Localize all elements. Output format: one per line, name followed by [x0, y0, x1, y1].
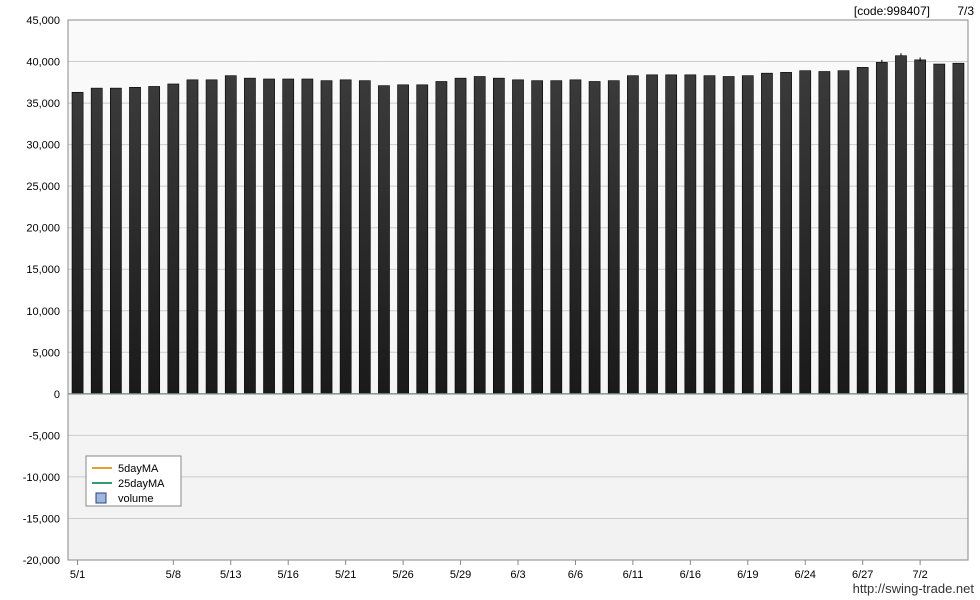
svg-text:5/29: 5/29	[450, 569, 471, 581]
price-chart: -20,000 -15,000 -10,000 -5,000 0 5,000 10,000 1…	[0, 0, 980, 600]
svg-text:5/26: 5/26	[392, 569, 413, 581]
svg-text:5/13: 5/13	[220, 569, 241, 581]
svg-text:45,000: 45,000	[26, 15, 60, 27]
svg-text:0: 0	[54, 389, 60, 401]
svg-text:-10,000: -10,000	[23, 472, 60, 484]
svg-text:30,000: 30,000	[26, 140, 60, 152]
svg-text:-15,000: -15,000	[23, 513, 60, 525]
svg-text:40,000: 40,000	[26, 57, 60, 69]
svg-text:5dayMA: 5dayMA	[118, 463, 159, 475]
svg-text:5,000: 5,000	[32, 347, 60, 359]
svg-text:25,000: 25,000	[26, 181, 60, 193]
svg-text:6/11: 6/11	[623, 569, 644, 581]
svg-text:10,000: 10,000	[26, 306, 60, 318]
svg-text:5/1: 5/1	[70, 569, 85, 581]
svg-text:25dayMA: 25dayMA	[118, 478, 165, 490]
svg-text:15,000: 15,000	[26, 264, 60, 276]
svg-text:35,000: 35,000	[26, 98, 60, 110]
svg-text:5/16: 5/16	[278, 569, 299, 581]
svg-text:6/6: 6/6	[568, 569, 583, 581]
svg-text:5/21: 5/21	[335, 569, 356, 581]
svg-text:6/27: 6/27	[852, 569, 873, 581]
svg-text:volume: volume	[118, 493, 153, 505]
svg-text:7/2: 7/2	[912, 569, 927, 581]
svg-text:5/8: 5/8	[166, 569, 181, 581]
svg-text:6/3: 6/3	[510, 569, 525, 581]
svg-text:20,000: 20,000	[26, 223, 60, 235]
source-url: http://swing-trade.net	[853, 581, 974, 596]
svg-text:-5,000: -5,000	[29, 430, 60, 442]
svg-text:-20,000: -20,000	[23, 555, 60, 567]
svg-text:6/19: 6/19	[737, 569, 758, 581]
svg-text:6/16: 6/16	[680, 569, 701, 581]
svg-text:6/24: 6/24	[795, 569, 816, 581]
